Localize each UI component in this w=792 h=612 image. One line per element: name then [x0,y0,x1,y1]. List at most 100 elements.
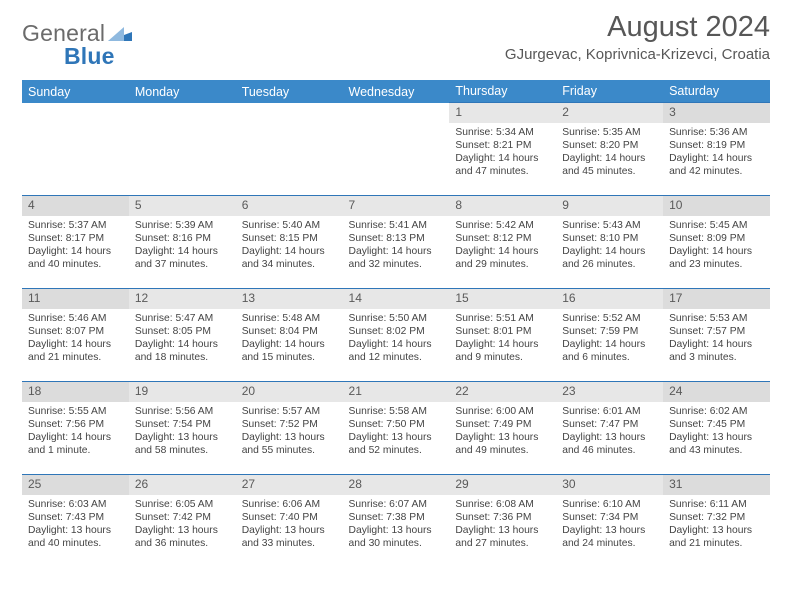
day-details: Sunrise: 5:46 AMSunset: 8:07 PMDaylight:… [28,312,123,365]
calendar-table: SundayMondayTuesdayWednesdayThursdayFrid… [22,80,770,567]
calendar-cell: 27 Sunrise: 6:06 AMSunset: 7:40 PMDayligh… [236,475,343,568]
calendar-cell: 24 Sunrise: 6:02 AMSunset: 7:45 PMDayligh… [663,382,770,475]
day-details: Sunrise: 5:47 AMSunset: 8:05 PMDaylight:… [135,312,230,365]
weekday-header: Friday [556,80,663,103]
day-number: 29 [449,475,556,494]
brand-text-b: Blue [64,43,115,69]
calendar-cell: 13 Sunrise: 5:48 AMSunset: 8:04 PMDayligh… [236,289,343,382]
day-number: 28 [343,475,450,494]
day-details: Sunrise: 6:00 AMSunset: 7:49 PMDaylight:… [455,405,550,458]
day-number: 19 [129,382,236,401]
day-number: 30 [556,475,663,494]
day-number: 5 [129,196,236,215]
day-details: Sunrise: 5:53 AMSunset: 7:57 PMDaylight:… [669,312,764,365]
day-number: 20 [236,382,343,401]
calendar-cell: 18 Sunrise: 5:55 AMSunset: 7:56 PMDayligh… [22,382,129,475]
day-details: Sunrise: 6:03 AMSunset: 7:43 PMDaylight:… [28,498,123,551]
calendar-cell: 5 Sunrise: 5:39 AMSunset: 8:16 PMDaylight… [129,196,236,289]
calendar-cell: 22 Sunrise: 6:00 AMSunset: 7:49 PMDayligh… [449,382,556,475]
day-number: 14 [343,289,450,308]
calendar-cell: 20 Sunrise: 5:57 AMSunset: 7:52 PMDayligh… [236,382,343,475]
day-details: Sunrise: 6:02 AMSunset: 7:45 PMDaylight:… [669,405,764,458]
calendar-cell [236,103,343,196]
day-number: 21 [343,382,450,401]
day-number: 24 [663,382,770,401]
day-details: Sunrise: 5:40 AMSunset: 8:15 PMDaylight:… [242,219,337,272]
calendar-cell: 7 Sunrise: 5:41 AMSunset: 8:13 PMDaylight… [343,196,450,289]
day-details: Sunrise: 5:41 AMSunset: 8:13 PMDaylight:… [349,219,444,272]
day-details: Sunrise: 5:57 AMSunset: 7:52 PMDaylight:… [242,405,337,458]
day-number: 12 [129,289,236,308]
day-details: Sunrise: 5:56 AMSunset: 7:54 PMDaylight:… [135,405,230,458]
day-details: Sunrise: 6:06 AMSunset: 7:40 PMDaylight:… [242,498,337,551]
day-details: Sunrise: 6:08 AMSunset: 7:36 PMDaylight:… [455,498,550,551]
day-details: Sunrise: 5:43 AMSunset: 8:10 PMDaylight:… [562,219,657,272]
calendar-cell: 30Sunrise: 6:10 AMSunset: 7:34 PMDayligh… [556,475,663,568]
weekday-header: Wednesday [343,80,450,103]
calendar-cell: 8Sunrise: 5:42 AMSunset: 8:12 PMDaylight… [449,196,556,289]
day-number: 25 [22,475,129,494]
day-number: 11 [22,289,129,308]
calendar-cell: 11 Sunrise: 5:46 AMSunset: 8:07 PMDayligh… [22,289,129,382]
day-details: Sunrise: 5:37 AMSunset: 8:17 PMDaylight:… [28,219,123,272]
calendar-cell: 16Sunrise: 5:52 AMSunset: 7:59 PMDayligh… [556,289,663,382]
calendar-cell: 25 Sunrise: 6:03 AMSunset: 7:43 PMDayligh… [22,475,129,568]
calendar-cell: 3 Sunrise: 5:36 AMSunset: 8:19 PMDaylight… [663,103,770,196]
day-details: Sunrise: 6:01 AMSunset: 7:47 PMDaylight:… [562,405,657,458]
calendar-cell: 23 Sunrise: 6:01 AMSunset: 7:47 PMDayligh… [556,382,663,475]
day-number: 13 [236,289,343,308]
day-number: 22 [449,382,556,401]
day-details: Sunrise: 5:58 AMSunset: 7:50 PMDaylight:… [349,405,444,458]
day-details: Sunrise: 6:07 AMSunset: 7:38 PMDaylight:… [349,498,444,551]
day-details: Sunrise: 5:55 AMSunset: 7:56 PMDaylight:… [28,405,123,458]
day-number: 15 [449,289,556,308]
calendar-cell: 10Sunrise: 5:45 AMSunset: 8:09 PMDayligh… [663,196,770,289]
weekday-header: Monday [129,80,236,103]
calendar-body: 1 Sunrise: 5:34 AMSunset: 8:21 PMDaylight… [22,103,770,568]
day-number: 27 [236,475,343,494]
title-block: August 2024 GJurgevac, Koprivnica-Krizev… [505,12,770,63]
calendar-cell [129,103,236,196]
weekday-header: Thursday [449,80,556,103]
calendar-cell: 21 Sunrise: 5:58 AMSunset: 7:50 PMDayligh… [343,382,450,475]
calendar-cell: 26Sunrise: 6:05 AMSunset: 7:42 PMDayligh… [129,475,236,568]
day-number: 8 [449,196,556,215]
day-details: Sunrise: 5:36 AMSunset: 8:19 PMDaylight:… [669,126,764,179]
calendar-page: General August 2024 GJurgevac, Koprivnic… [0,0,792,567]
day-number: 17 [663,289,770,308]
calendar-cell: 2 Sunrise: 5:35 AMSunset: 8:20 PMDaylight… [556,103,663,196]
brand-mark-icon [108,25,132,46]
day-number: 7 [343,196,450,215]
day-details: Sunrise: 5:50 AMSunset: 8:02 PMDaylight:… [349,312,444,365]
calendar-cell [343,103,450,196]
calendar-cell: 4 Sunrise: 5:37 AMSunset: 8:17 PMDaylight… [22,196,129,289]
calendar-cell: 12 Sunrise: 5:47 AMSunset: 8:05 PMDayligh… [129,289,236,382]
calendar-cell: 9 Sunrise: 5:43 AMSunset: 8:10 PMDaylight… [556,196,663,289]
location-text: GJurgevac, Koprivnica-Krizevci, Croatia [505,46,770,63]
calendar-cell: 6 Sunrise: 5:40 AMSunset: 8:15 PMDaylight… [236,196,343,289]
day-number: 3 [663,103,770,122]
day-details: Sunrise: 5:34 AMSunset: 8:21 PMDaylight:… [455,126,550,179]
calendar-cell: 28 Sunrise: 6:07 AMSunset: 7:38 PMDayligh… [343,475,450,568]
day-number: 9 [556,196,663,215]
day-number: 4 [22,196,129,215]
day-number: 23 [556,382,663,401]
day-number: 26 [129,475,236,494]
day-number: 16 [556,289,663,308]
day-number: 1 [449,103,556,122]
day-number: 2 [556,103,663,122]
calendar-cell: 15Sunrise: 5:51 AMSunset: 8:01 PMDayligh… [449,289,556,382]
calendar-cell [22,103,129,196]
day-details: Sunrise: 5:48 AMSunset: 8:04 PMDaylight:… [242,312,337,365]
weekday-header: Tuesday [236,80,343,103]
day-details: Sunrise: 5:39 AMSunset: 8:16 PMDaylight:… [135,219,230,272]
calendar-cell: 17 Sunrise: 5:53 AMSunset: 7:57 PMDayligh… [663,289,770,382]
day-number: 6 [236,196,343,215]
day-number: 18 [22,382,129,401]
calendar-cell: 14 Sunrise: 5:50 AMSunset: 8:02 PMDayligh… [343,289,450,382]
weekday-header: Sunday [22,80,129,103]
month-title: August 2024 [505,12,770,42]
calendar-cell: 29 Sunrise: 6:08 AMSunset: 7:36 PMDayligh… [449,475,556,568]
day-details: Sunrise: 5:35 AMSunset: 8:20 PMDaylight:… [562,126,657,179]
day-details: Sunrise: 5:45 AMSunset: 8:09 PMDaylight:… [669,219,764,272]
